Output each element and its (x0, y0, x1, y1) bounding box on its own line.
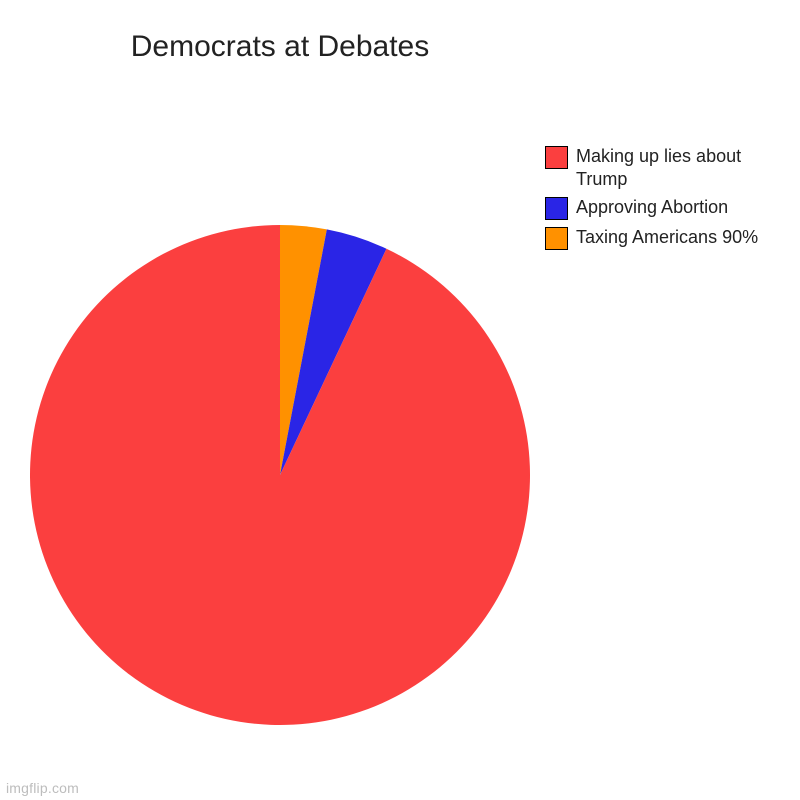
legend-item: Making up lies about Trump (545, 145, 785, 190)
legend-swatch (545, 197, 568, 220)
legend-label: Taxing Americans 90% (576, 226, 758, 249)
legend-swatch (545, 146, 568, 169)
pie-slice (30, 225, 530, 725)
chart-title: Democrats at Debates (0, 30, 560, 64)
legend-item: Taxing Americans 90% (545, 226, 785, 250)
watermark: imgflip.com (6, 780, 79, 796)
legend-swatch (545, 227, 568, 250)
legend: Making up lies about Trump Approving Abo… (545, 145, 785, 256)
pie-chart (30, 225, 530, 725)
legend-item: Approving Abortion (545, 196, 785, 220)
legend-label: Approving Abortion (576, 196, 728, 219)
legend-label: Making up lies about Trump (576, 145, 785, 190)
